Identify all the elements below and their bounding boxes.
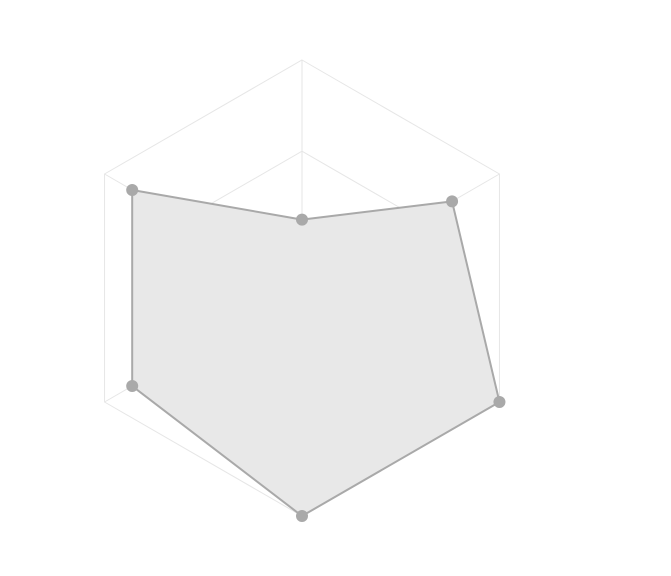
data-point-6 [126,183,139,196]
data-point-4 [296,510,308,522]
series-area-1 [131,188,501,517]
radar-series [126,183,506,522]
data-point-5 [126,380,139,393]
data-point-1 [296,213,308,226]
data-point-2 [446,195,459,208]
data-point-3 [493,396,506,408]
